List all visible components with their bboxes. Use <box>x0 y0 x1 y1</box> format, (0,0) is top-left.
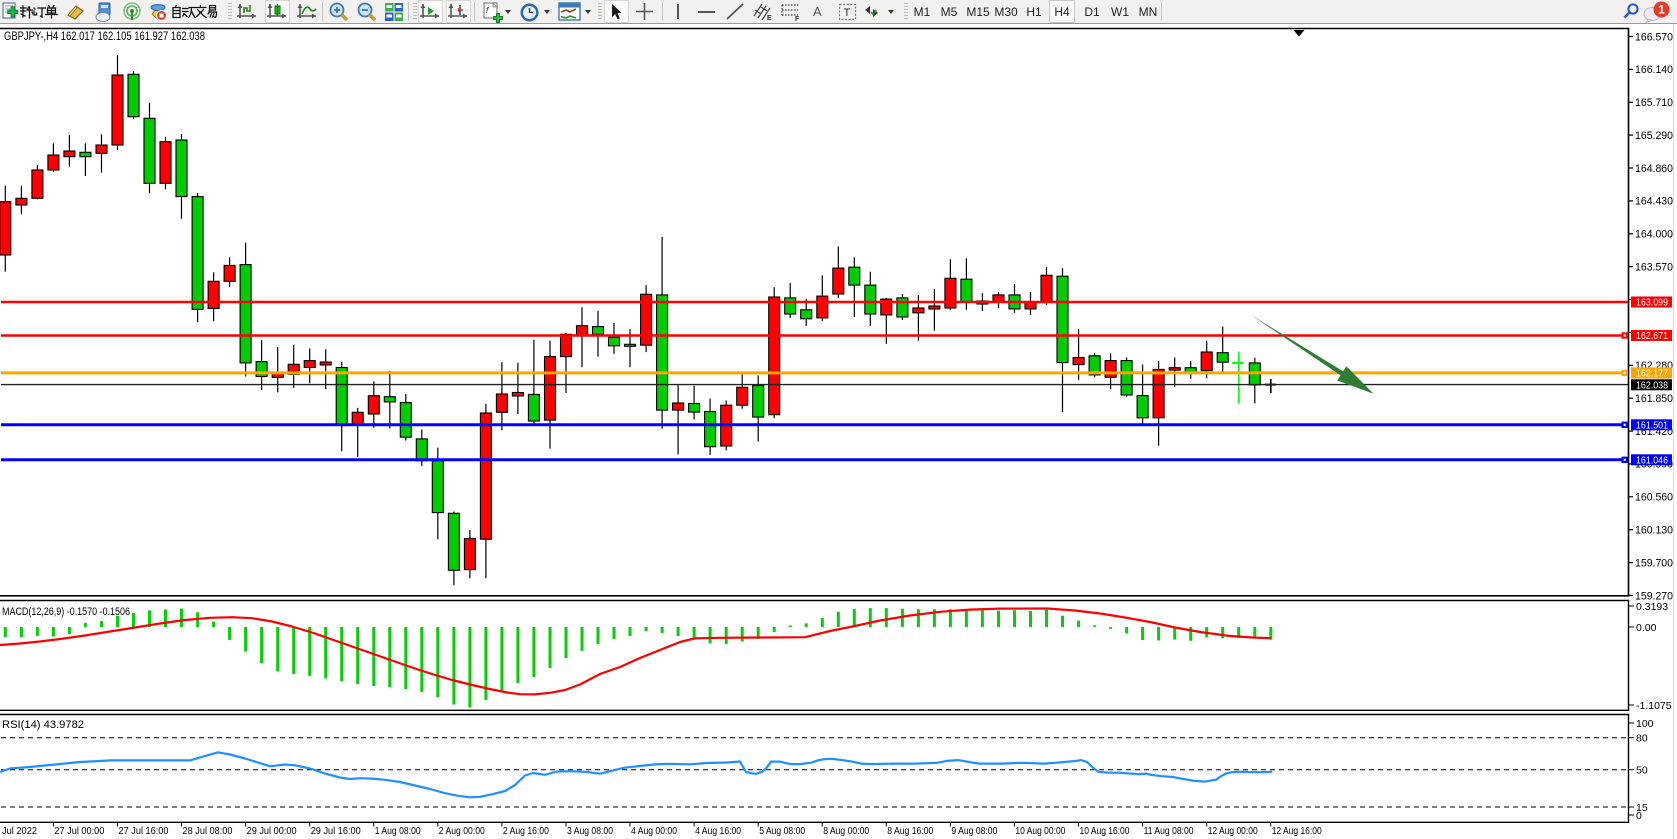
svg-text:15: 15 <box>1636 802 1648 814</box>
svg-text:9 Aug 08:00: 9 Aug 08:00 <box>951 825 997 837</box>
svg-text:161.046: 161.046 <box>1636 454 1668 466</box>
svg-text:163.099: 163.099 <box>1636 297 1668 309</box>
svg-text:GBPJPY-,H4 162.017 162.105 16: GBPJPY-,H4 162.017 162.105 161.927 162.0… <box>4 31 205 43</box>
svg-text:2 Aug 16:00: 2 Aug 16:00 <box>503 825 549 837</box>
svg-text:164.430: 164.430 <box>1635 196 1673 208</box>
svg-text:T: T <box>844 7 851 19</box>
svg-text:29 Jul 16:00: 29 Jul 16:00 <box>311 825 361 837</box>
svg-text:29 Jul 00:00: 29 Jul 00:00 <box>247 825 297 837</box>
svg-text:4 Aug 16:00: 4 Aug 16:00 <box>695 825 741 837</box>
svg-text:27 Jul 16:00: 27 Jul 16:00 <box>119 825 169 837</box>
svg-text:f: f <box>486 6 489 15</box>
svg-text:159.270: 159.270 <box>1635 590 1673 602</box>
svg-text:160.130: 160.130 <box>1635 525 1673 537</box>
svg-text:-1.1075: -1.1075 <box>1636 700 1672 712</box>
svg-text:F: F <box>795 16 800 22</box>
svg-text:163.570: 163.570 <box>1635 262 1673 274</box>
svg-text:0.3193: 0.3193 <box>1636 601 1668 613</box>
svg-text:8 Aug 16:00: 8 Aug 16:00 <box>887 825 933 837</box>
svg-text:Jul 2022: Jul 2022 <box>2 825 37 837</box>
svg-text:RSI(14) 43.9782: RSI(14) 43.9782 <box>2 719 84 731</box>
svg-text:162.671: 162.671 <box>1636 330 1668 342</box>
svg-text:161.501: 161.501 <box>1636 419 1668 431</box>
svg-text:166.570: 166.570 <box>1635 31 1673 43</box>
svg-text:166.140: 166.140 <box>1635 64 1673 76</box>
svg-text:164.000: 164.000 <box>1635 229 1673 241</box>
svg-text:2 Aug 00:00: 2 Aug 00:00 <box>439 825 485 837</box>
svg-text:0.00: 0.00 <box>1636 622 1657 634</box>
svg-text:E: E <box>767 15 772 22</box>
svg-text:164.860: 164.860 <box>1635 163 1673 175</box>
svg-text:100: 100 <box>1636 718 1654 730</box>
svg-text:11 Aug 08:00: 11 Aug 08:00 <box>1144 825 1194 837</box>
svg-text:160.560: 160.560 <box>1635 492 1673 504</box>
svg-text:159.700: 159.700 <box>1635 557 1673 569</box>
svg-text:12 Aug 16:00: 12 Aug 16:00 <box>1272 825 1322 837</box>
svg-text:5 Aug 08:00: 5 Aug 08:00 <box>759 825 805 837</box>
svg-text:165.290: 165.290 <box>1635 130 1673 142</box>
svg-text:12 Aug 00:00: 12 Aug 00:00 <box>1208 825 1258 837</box>
svg-text:4 Aug 00:00: 4 Aug 00:00 <box>631 825 677 837</box>
svg-text:50: 50 <box>1636 765 1648 777</box>
svg-text:165.710: 165.710 <box>1635 97 1673 109</box>
svg-text:3 Aug 08:00: 3 Aug 08:00 <box>567 825 613 837</box>
svg-text:MACD(12,26,9) -0.1570 -0.1506: MACD(12,26,9) -0.1570 -0.1506 <box>2 606 130 618</box>
svg-text:0: 0 <box>1636 810 1642 822</box>
svg-text:27 Jul 00:00: 27 Jul 00:00 <box>54 825 104 837</box>
svg-text:1 Aug 08:00: 1 Aug 08:00 <box>375 825 421 837</box>
svg-text:10 Aug 16:00: 10 Aug 16:00 <box>1080 825 1130 837</box>
svg-text:162.038: 162.038 <box>1636 379 1668 391</box>
svg-text:161.850: 161.850 <box>1635 393 1673 405</box>
svg-text:10 Aug 00:00: 10 Aug 00:00 <box>1015 825 1065 837</box>
svg-text:28 Jul 08:00: 28 Jul 08:00 <box>183 825 233 837</box>
svg-text:80: 80 <box>1636 733 1648 745</box>
svg-text:8 Aug 00:00: 8 Aug 00:00 <box>823 825 869 837</box>
svg-text:1: 1 <box>1658 3 1665 17</box>
svg-text:162.177: 162.177 <box>1636 368 1668 380</box>
